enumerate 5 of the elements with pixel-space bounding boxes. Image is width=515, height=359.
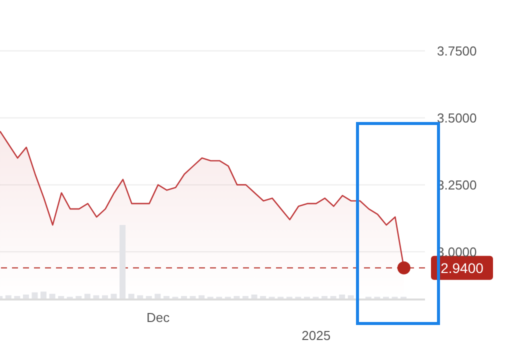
ref-line-label: 2.9400 — [440, 260, 484, 276]
y-tick-label: 3.5000 — [437, 110, 477, 126]
x-tick-label: Dec — [146, 310, 170, 325]
x-tick-label: 2025 — [302, 328, 331, 343]
y-tick-label: 3.7500 — [437, 44, 477, 59]
